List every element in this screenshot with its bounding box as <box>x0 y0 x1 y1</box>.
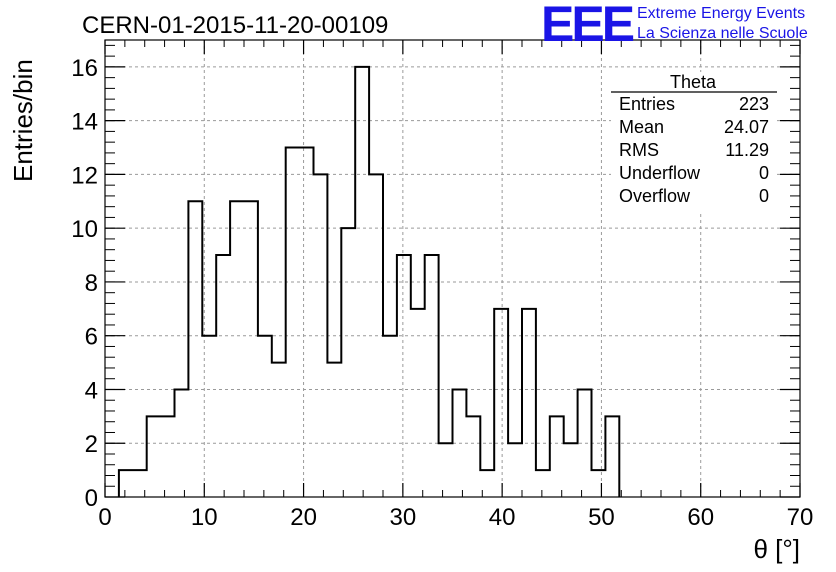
x-tick-label: 70 <box>787 504 814 531</box>
x-tick-label: 60 <box>687 504 714 531</box>
x-tick-label: 40 <box>489 504 516 531</box>
y-tick-label: 4 <box>85 377 98 404</box>
x-tick-label: 30 <box>390 504 417 531</box>
y-tick-label: 14 <box>71 109 98 136</box>
stats-row-value: 0 <box>759 186 769 206</box>
chart-title: CERN-01-2015-11-20-00109 <box>82 12 388 39</box>
y-tick-labels: 0 2 4 6 8 10 12 14 16 <box>71 55 98 512</box>
y-axis-label: Entries/bin <box>8 59 38 182</box>
eee-logo: EEE Extreme Energy Events La Scienza nel… <box>541 0 808 52</box>
stats-box-title: Theta <box>670 72 717 92</box>
stats-box: Theta Entries 223 Mean 24.07 RMS 11.29 Underfl… <box>611 72 777 212</box>
x-axis-label: θ [°] <box>753 534 800 564</box>
y-tick-label: 2 <box>85 431 98 458</box>
histogram-line <box>117 65 621 497</box>
axis-ticks <box>104 40 801 498</box>
stats-row-label: Underflow <box>619 163 701 183</box>
eee-logo-mark: EEE <box>541 0 634 52</box>
x-tick-label: 50 <box>588 504 615 531</box>
y-tick-label: 10 <box>71 216 98 243</box>
x-tick-label: 0 <box>98 504 111 531</box>
stats-row-label: Entries <box>619 94 675 114</box>
stats-row-value: 11.29 <box>725 140 769 160</box>
y-tick-label: 8 <box>85 270 98 297</box>
stats-row-value: 24.07 <box>724 117 769 137</box>
x-tick-label: 10 <box>191 504 218 531</box>
logo-subtitle-2: La Scienza nelle Scuole <box>637 25 808 42</box>
plot-frame <box>104 39 801 498</box>
y-tick-label: 0 <box>85 485 98 512</box>
x-tick-labels: 0 10 20 30 40 50 60 70 <box>98 504 813 531</box>
y-tick-label: 16 <box>71 55 98 82</box>
y-tick-label: 6 <box>85 324 98 351</box>
stats-row-value: 223 <box>739 94 769 114</box>
stats-row-value: 0 <box>759 163 769 183</box>
stats-row-label: Mean <box>619 117 664 137</box>
y-tick-label: 12 <box>71 162 98 189</box>
grid-lines <box>105 40 800 497</box>
stats-row-label: Overflow <box>619 186 691 206</box>
stats-row-label: RMS <box>619 140 659 160</box>
stats-box-background <box>611 72 777 212</box>
logo-subtitle-1: Extreme Energy Events <box>637 5 805 22</box>
x-tick-label: 20 <box>290 504 317 531</box>
